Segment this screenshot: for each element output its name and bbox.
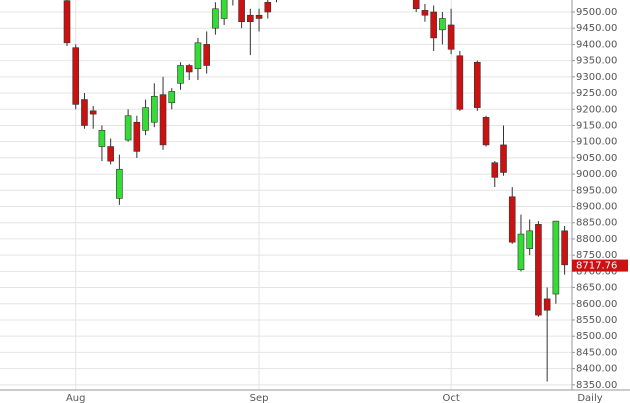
y-tick-label: 9400.00 bbox=[576, 39, 617, 50]
candle-body bbox=[220, 0, 228, 19]
candle-body bbox=[212, 8, 219, 29]
y-tick-label: 8550.00 bbox=[576, 315, 617, 326]
candle-body bbox=[500, 144, 507, 173]
y-tick-label: 9000.00 bbox=[576, 169, 617, 180]
y-tick-label: 8350.00 bbox=[576, 380, 617, 391]
candle-body bbox=[482, 117, 490, 146]
candle-body bbox=[561, 230, 568, 266]
period-label: Daily bbox=[577, 393, 602, 403]
y-tick-label: 8900.00 bbox=[576, 202, 617, 213]
candle-body bbox=[247, 14, 254, 23]
candle-body bbox=[151, 95, 158, 123]
y-tick-label: 9100.00 bbox=[576, 137, 617, 148]
candle-body bbox=[142, 107, 149, 131]
y-tick-label: 9300.00 bbox=[576, 72, 617, 83]
y-tick-label: 9350.00 bbox=[576, 56, 617, 67]
y-tick-label: 9050.00 bbox=[576, 153, 617, 164]
y-tick-label: 8950.00 bbox=[576, 185, 617, 196]
candle-body bbox=[194, 42, 202, 70]
candle-body bbox=[264, 1, 272, 13]
y-tick-label: 9250.00 bbox=[576, 88, 617, 99]
candle-body bbox=[517, 233, 525, 271]
y-tick-label: 8400.00 bbox=[576, 364, 617, 375]
candle-body bbox=[124, 115, 132, 141]
y-tick-label: 8800.00 bbox=[576, 234, 617, 245]
candle-body bbox=[543, 298, 551, 311]
candle-body bbox=[238, 0, 245, 23]
candle-body bbox=[255, 14, 263, 19]
candle-body bbox=[98, 130, 106, 147]
candle-body bbox=[508, 196, 516, 243]
y-tick-label: 8600.00 bbox=[576, 299, 617, 310]
y-tick-label: 8700.00 bbox=[576, 266, 617, 277]
x-tick-label: Aug bbox=[66, 393, 86, 403]
candle-body bbox=[439, 18, 446, 31]
y-tick-label: 8850.00 bbox=[576, 218, 617, 229]
candle-body bbox=[89, 110, 97, 115]
candle-body bbox=[107, 146, 114, 162]
x-tick-label: Oct bbox=[442, 393, 459, 403]
candle-body bbox=[63, 0, 71, 44]
candle-body bbox=[159, 94, 167, 146]
y-tick-label: 8450.00 bbox=[576, 347, 617, 358]
candle-body bbox=[456, 55, 464, 110]
y-tick-label: 9150.00 bbox=[576, 120, 617, 131]
candle-body bbox=[116, 168, 123, 199]
candle-body bbox=[168, 91, 176, 104]
y-tick-label: 8750.00 bbox=[576, 250, 617, 261]
candle-body bbox=[421, 10, 429, 16]
candle-body bbox=[526, 230, 533, 249]
y-tick-label: 9450.00 bbox=[576, 23, 617, 34]
candle-body bbox=[203, 44, 210, 66]
y-tick-label: 9500.00 bbox=[576, 7, 617, 18]
last-price-box bbox=[572, 259, 628, 272]
x-tick-label: Sep bbox=[250, 393, 269, 403]
candle-body bbox=[133, 121, 141, 152]
candle-body bbox=[177, 65, 184, 84]
candle-body bbox=[430, 11, 437, 39]
candle-body bbox=[535, 224, 542, 316]
candle-body bbox=[72, 47, 80, 105]
candle-body bbox=[185, 65, 193, 73]
last-price-label: 8717.76 bbox=[576, 261, 617, 272]
candle-body bbox=[447, 24, 455, 50]
candle-body bbox=[491, 162, 499, 178]
candle-body bbox=[474, 61, 481, 108]
candle-body bbox=[412, 0, 420, 10]
y-tick-label: 8650.00 bbox=[576, 283, 617, 294]
candle-body bbox=[552, 220, 560, 295]
candle-body bbox=[81, 99, 88, 126]
y-tick-label: 8500.00 bbox=[576, 331, 617, 342]
y-tick-label: 9200.00 bbox=[576, 104, 617, 115]
